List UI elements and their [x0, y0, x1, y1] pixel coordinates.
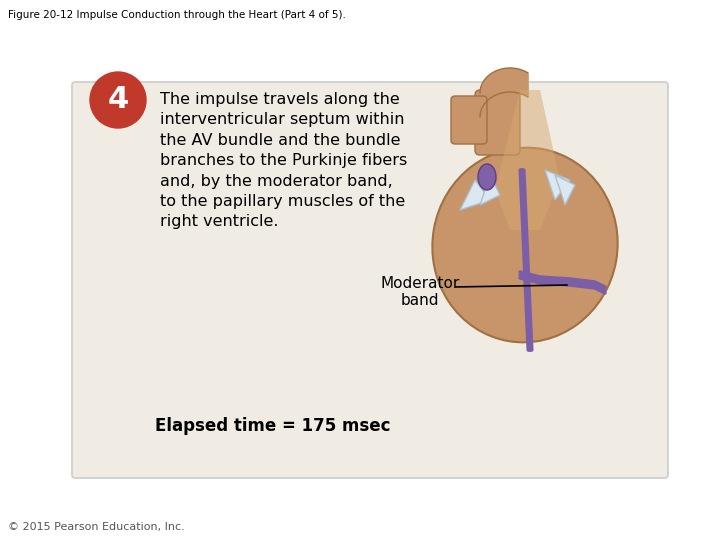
Text: Moderator
band: Moderator band: [380, 276, 459, 308]
Polygon shape: [545, 170, 570, 200]
Polygon shape: [460, 180, 490, 210]
Text: The impulse travels along the
interventricular septum within
the AV bundle and t: The impulse travels along the interventr…: [160, 92, 408, 230]
Polygon shape: [495, 90, 560, 230]
Text: Figure 20-12 Impulse Conduction through the Heart (Part 4 of 5).: Figure 20-12 Impulse Conduction through …: [8, 10, 346, 20]
FancyBboxPatch shape: [475, 90, 520, 155]
Text: © 2015 Pearson Education, Inc.: © 2015 Pearson Education, Inc.: [8, 522, 185, 532]
Polygon shape: [555, 175, 575, 205]
Ellipse shape: [478, 164, 496, 190]
Ellipse shape: [432, 147, 618, 342]
FancyBboxPatch shape: [72, 82, 668, 478]
FancyBboxPatch shape: [451, 96, 487, 144]
Circle shape: [90, 72, 146, 128]
Text: Elapsed time = 175 msec: Elapsed time = 175 msec: [155, 417, 390, 435]
Text: 4: 4: [107, 85, 129, 114]
Polygon shape: [480, 175, 500, 205]
